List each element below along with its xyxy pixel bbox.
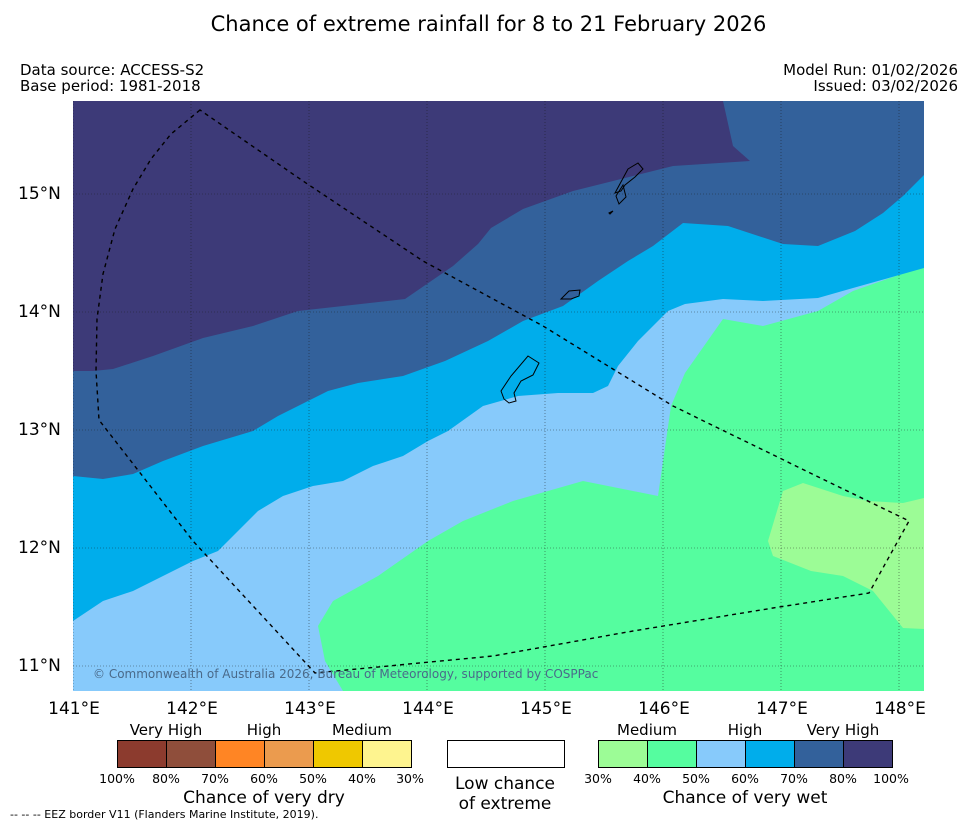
lon-tick-144: 144°E <box>402 699 454 719</box>
dry-swatch-1 <box>118 741 167 767</box>
map-canvas <box>73 101 924 691</box>
page-title: Chance of extreme rainfall for 8 to 21 F… <box>210 12 767 36</box>
neutral-caption-line1: Low chance <box>455 774 555 794</box>
island-outlines <box>500 162 644 404</box>
wet-pct-70: 70% <box>780 771 808 786</box>
lat-tick-13: 13°N <box>18 420 61 440</box>
dry-pct-100: 100% <box>99 771 135 786</box>
wet-pct-30: 30% <box>584 771 612 786</box>
lat-tick-15: 15°N <box>18 184 61 204</box>
lon-tick-146: 146°E <box>638 699 690 719</box>
model-run-block: Model Run: 01/02/2026 Issued: 03/02/2026 <box>783 62 958 94</box>
dry-swatch-5 <box>314 741 363 767</box>
lon-tick-148: 148°E <box>874 699 926 719</box>
lat-tick-11: 11°N <box>18 656 61 676</box>
model-run: Model Run: 01/02/2026 <box>783 61 958 79</box>
lon-tick-142: 142°E <box>166 699 218 719</box>
base-period: Base period: 1981-2018 <box>20 77 201 95</box>
wet-level-very-high: Very High <box>806 721 880 739</box>
dry-caption: Chance of very dry <box>183 788 345 808</box>
dry-pct-30: 30% <box>396 771 424 786</box>
eez-footnote: -- -- -- EEZ border V11 (Flanders Marine… <box>10 808 319 821</box>
dry-level-very-high: Very High <box>129 721 203 739</box>
data-source-block: Data source: ACCESS-S2 Base period: 1981… <box>20 62 204 94</box>
dry-pct-40: 40% <box>348 771 376 786</box>
dry-swatch-6 <box>363 741 411 767</box>
dry-level-medium: Medium <box>332 721 392 739</box>
wet-pct-60: 60% <box>731 771 759 786</box>
zone-low-wet <box>768 483 924 629</box>
dry-colour-scale <box>117 740 412 768</box>
neutral-caption-line2: of extreme <box>458 794 552 814</box>
dry-swatch-3 <box>216 741 265 767</box>
lon-tick-141: 141°E <box>48 699 100 719</box>
dry-pct-70: 70% <box>201 771 229 786</box>
lon-tick-143: 143°E <box>284 699 336 719</box>
data-source: Data source: ACCESS-S2 <box>20 61 205 79</box>
wet-colour-scale <box>598 740 893 768</box>
rainfall-map[interactable]: © Commonwealth of Australia 2026, Bureau… <box>73 101 924 691</box>
wet-pct-80: 80% <box>829 771 857 786</box>
wet-swatch-1 <box>599 741 648 767</box>
issued-date: Issued: 03/02/2026 <box>813 77 958 95</box>
zone-very-high-wet <box>73 101 750 371</box>
dry-swatch-2 <box>167 741 216 767</box>
wet-caption: Chance of very wet <box>662 788 828 808</box>
dry-pct-50: 50% <box>299 771 327 786</box>
wet-pct-40: 40% <box>633 771 661 786</box>
wet-level-medium: Medium <box>617 721 677 739</box>
wet-pct-50: 50% <box>682 771 710 786</box>
copyright-notice: © Commonwealth of Australia 2026, Bureau… <box>93 667 599 681</box>
dry-level-high: High <box>246 721 282 739</box>
dry-pct-60: 60% <box>250 771 278 786</box>
neutral-swatch <box>447 740 565 768</box>
wet-level-high: High <box>727 721 763 739</box>
lon-tick-147: 147°E <box>756 699 808 719</box>
wet-swatch-6 <box>844 741 892 767</box>
lat-tick-12: 12°N <box>18 538 61 558</box>
wet-swatch-5 <box>795 741 844 767</box>
eez-border <box>95 109 910 674</box>
wet-swatch-3 <box>697 741 746 767</box>
wet-swatch-4 <box>746 741 795 767</box>
lat-tick-14: 14°N <box>18 302 61 322</box>
dry-pct-80: 80% <box>152 771 180 786</box>
graticule <box>73 101 924 691</box>
dry-swatch-4 <box>265 741 314 767</box>
wet-swatch-2 <box>648 741 697 767</box>
wet-pct-100: 100% <box>873 771 909 786</box>
lon-tick-145: 145°E <box>520 699 572 719</box>
